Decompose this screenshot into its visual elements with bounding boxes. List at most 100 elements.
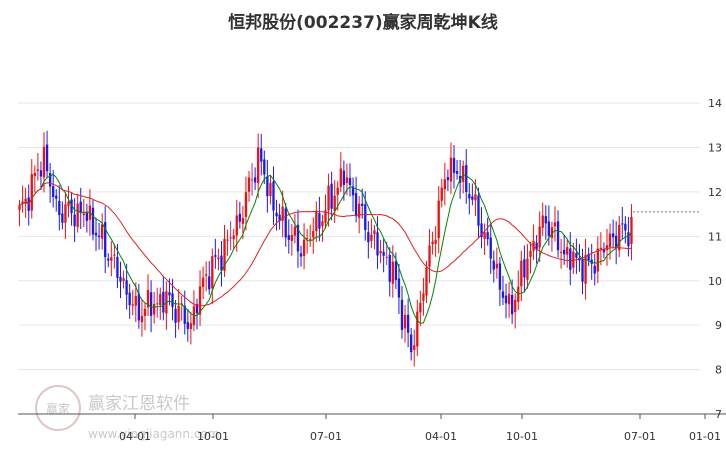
candle-body — [489, 237, 492, 259]
candle-body — [229, 237, 232, 239]
candle-body — [94, 232, 98, 236]
candle-body — [159, 294, 162, 306]
candle-body — [281, 206, 284, 221]
candle-body — [107, 258, 110, 261]
grid-lines — [18, 102, 700, 371]
candle-body — [299, 253, 303, 257]
candle-body — [146, 290, 150, 308]
candle-body — [296, 224, 300, 252]
candle-body — [30, 174, 33, 211]
candle-body — [174, 308, 177, 323]
candle-body — [367, 232, 370, 243]
candle-body — [284, 208, 287, 238]
candle-body — [587, 253, 590, 261]
chart-title: 恒邦股份(002237)赢家周乾坤K线 — [228, 13, 498, 33]
candle-body — [468, 194, 471, 199]
candle-body — [140, 316, 144, 323]
candle-body — [36, 169, 40, 171]
candle-body — [385, 256, 388, 258]
candle-body — [82, 213, 85, 216]
candle-body — [406, 314, 410, 333]
candle-body — [559, 251, 563, 253]
candle-body — [422, 293, 425, 301]
candle-body — [501, 291, 505, 298]
candle-body — [104, 222, 107, 258]
x-tick-label: 04-01 — [425, 430, 457, 443]
candle-body — [581, 258, 584, 282]
candle-body — [149, 292, 153, 316]
candle-body — [547, 221, 551, 236]
candle-body — [312, 231, 315, 238]
candle-body — [24, 198, 27, 204]
candle-body — [416, 311, 419, 347]
candle-body — [364, 204, 367, 230]
candle-body — [403, 315, 407, 329]
candle-body — [425, 267, 428, 296]
candle-body — [113, 254, 116, 256]
candle-body — [201, 277, 205, 287]
candle-body — [336, 187, 339, 195]
y-tick-label: 11 — [708, 230, 722, 243]
candle-body — [544, 216, 547, 224]
candle-body — [290, 234, 294, 241]
candle-body — [437, 200, 440, 239]
candle-body — [342, 170, 346, 185]
candle-body — [474, 194, 477, 201]
candle-body — [61, 213, 64, 223]
candle-body — [198, 286, 202, 315]
candle-body — [599, 247, 603, 250]
candle-body — [584, 255, 587, 284]
candle-body — [471, 196, 474, 200]
candle-body — [562, 249, 566, 255]
candle-body — [116, 256, 119, 278]
candle-body — [452, 157, 456, 173]
candle-body — [162, 292, 165, 313]
y-tick-label: 12 — [708, 186, 722, 199]
candle-body — [309, 239, 312, 241]
candle-body — [244, 192, 248, 217]
candle-body — [278, 214, 281, 222]
candle-body — [529, 250, 532, 258]
candle-body — [119, 276, 122, 282]
candle-body — [257, 147, 260, 184]
candle-body — [376, 232, 379, 256]
candle-body — [302, 239, 306, 256]
candle-body — [52, 186, 55, 198]
candle-body — [131, 304, 134, 306]
candle-body — [373, 230, 376, 235]
candle-body — [621, 223, 624, 225]
y-tick-label: 13 — [708, 142, 722, 155]
candle-body — [48, 173, 52, 187]
candle-body — [361, 203, 364, 206]
candle-body — [517, 286, 520, 302]
candle-body — [446, 177, 450, 181]
candle-body — [538, 226, 541, 248]
candle-body — [110, 257, 113, 261]
candle-body — [39, 170, 43, 177]
candle-body — [627, 232, 630, 247]
candle-body — [553, 222, 557, 227]
candle-body — [394, 261, 398, 280]
y-tick-label: 14 — [708, 97, 722, 110]
candle-body — [575, 253, 578, 258]
candle-body — [85, 212, 89, 221]
candle-body — [419, 302, 422, 313]
x-axis-ticks: 04-01 10-01 07-01 04-01 10-01 07-01 01-01 — [119, 414, 721, 443]
candle-body — [431, 241, 434, 245]
candle-body — [370, 234, 373, 241]
candle-body — [214, 255, 217, 257]
candle-body — [486, 232, 489, 240]
candle-body — [70, 199, 73, 214]
candle-body — [260, 148, 263, 162]
candle-body — [223, 238, 226, 271]
candle-body — [596, 248, 599, 272]
candle-body — [498, 263, 502, 290]
candle-body — [608, 233, 612, 248]
candle-body — [232, 235, 235, 240]
candle-body — [226, 239, 229, 241]
candle-body — [241, 218, 245, 224]
candle-body — [569, 248, 572, 270]
candle-body — [379, 250, 382, 254]
watermark-logo-icon — [35, 385, 81, 431]
